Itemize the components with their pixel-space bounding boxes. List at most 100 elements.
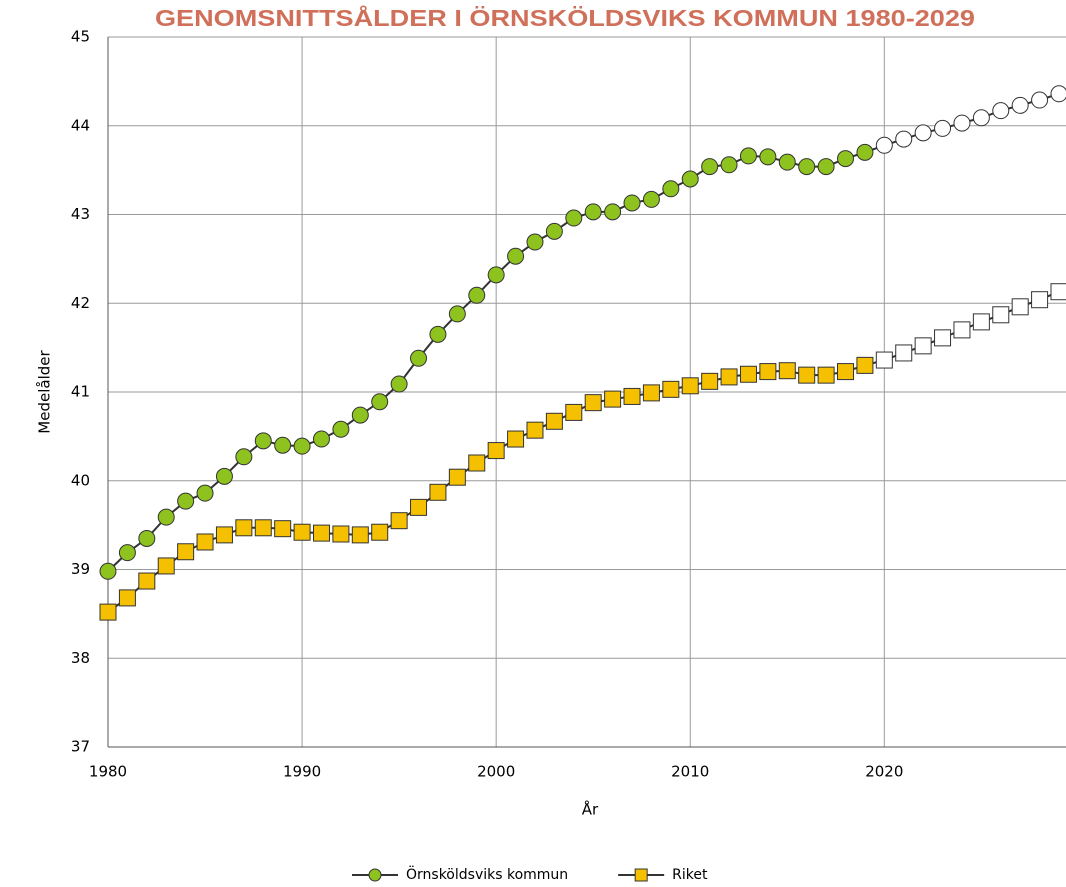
marker bbox=[778, 153, 796, 171]
marker bbox=[817, 366, 835, 384]
marker bbox=[759, 363, 777, 381]
marker bbox=[992, 102, 1010, 120]
marker bbox=[798, 158, 816, 176]
marker bbox=[196, 533, 214, 551]
marker bbox=[701, 372, 719, 390]
marker bbox=[371, 393, 389, 411]
marker bbox=[1031, 91, 1049, 109]
marker bbox=[739, 365, 757, 383]
marker bbox=[895, 130, 913, 148]
y-tick-label: 44 bbox=[71, 116, 90, 134]
marker bbox=[817, 158, 835, 176]
marker bbox=[254, 519, 272, 537]
marker bbox=[254, 432, 272, 450]
marker bbox=[332, 525, 350, 543]
marker bbox=[662, 380, 680, 398]
marker bbox=[778, 362, 796, 380]
marker bbox=[235, 448, 253, 466]
marker bbox=[468, 454, 486, 472]
marker bbox=[934, 119, 952, 137]
marker bbox=[118, 589, 136, 607]
marker bbox=[448, 468, 466, 486]
marker bbox=[1050, 85, 1066, 103]
marker bbox=[332, 420, 350, 438]
marker bbox=[604, 390, 622, 408]
marker bbox=[953, 114, 971, 132]
x-tick-label: 1980 bbox=[89, 763, 127, 781]
chart-title: GENOMSNITTSÅLDER I ÖRNSKÖLDSVIKS KOMMUN … bbox=[155, 4, 975, 31]
marker bbox=[293, 437, 311, 455]
marker bbox=[99, 603, 117, 621]
y-tick-label: 38 bbox=[71, 649, 90, 667]
marker bbox=[371, 523, 389, 541]
marker bbox=[914, 124, 932, 142]
marker bbox=[390, 375, 408, 393]
marker bbox=[604, 203, 622, 221]
marker bbox=[215, 526, 233, 544]
marker bbox=[875, 136, 893, 154]
y-tick-label: 45 bbox=[71, 28, 90, 46]
marker bbox=[1050, 283, 1066, 301]
marker bbox=[487, 442, 505, 460]
marker bbox=[507, 430, 525, 448]
y-tick-label: 41 bbox=[71, 383, 90, 401]
marker bbox=[1031, 291, 1049, 309]
y-tick-label: 39 bbox=[71, 560, 90, 578]
marker bbox=[118, 544, 136, 562]
marker bbox=[177, 543, 195, 561]
marker bbox=[681, 377, 699, 395]
x-tick-label: 1990 bbox=[283, 763, 321, 781]
marker bbox=[953, 321, 971, 339]
marker bbox=[681, 170, 699, 188]
marker bbox=[972, 313, 990, 331]
marker bbox=[429, 483, 447, 501]
marker bbox=[351, 406, 369, 424]
marker bbox=[837, 363, 855, 381]
marker bbox=[157, 508, 175, 526]
marker bbox=[138, 572, 156, 590]
y-tick-label: 43 bbox=[71, 205, 90, 223]
x-tick-label: 2010 bbox=[671, 763, 709, 781]
marker bbox=[739, 147, 757, 165]
marker bbox=[274, 520, 292, 538]
marker bbox=[1011, 298, 1029, 316]
marker bbox=[856, 356, 874, 374]
marker bbox=[507, 247, 525, 265]
marker bbox=[448, 305, 466, 323]
marker bbox=[351, 526, 369, 544]
marker bbox=[545, 222, 563, 240]
marker bbox=[293, 523, 311, 541]
marker bbox=[875, 351, 893, 369]
marker bbox=[895, 344, 913, 362]
marker bbox=[720, 156, 738, 174]
marker bbox=[759, 148, 777, 166]
marker bbox=[138, 529, 156, 547]
marker bbox=[934, 329, 952, 347]
marker bbox=[642, 190, 660, 208]
marker bbox=[642, 384, 660, 402]
y-tick-label: 42 bbox=[71, 294, 90, 312]
marker bbox=[157, 557, 175, 575]
marker bbox=[1011, 96, 1029, 114]
y-axis-label: Medelålder bbox=[36, 349, 54, 433]
y-tick-label: 40 bbox=[71, 471, 90, 489]
marker bbox=[623, 387, 641, 405]
marker bbox=[215, 467, 233, 485]
marker bbox=[992, 306, 1010, 324]
marker bbox=[837, 150, 855, 168]
marker bbox=[662, 180, 680, 198]
legend-label: Örnsköldsviks kommun bbox=[406, 865, 568, 883]
marker bbox=[312, 524, 330, 542]
marker bbox=[584, 203, 602, 221]
marker bbox=[526, 421, 544, 439]
marker bbox=[177, 492, 195, 510]
marker bbox=[584, 394, 602, 412]
x-tick-label: 2020 bbox=[865, 763, 903, 781]
marker bbox=[565, 403, 583, 421]
marker bbox=[410, 349, 428, 367]
legend-label: Riket bbox=[672, 867, 708, 883]
marker bbox=[487, 266, 505, 284]
marker bbox=[856, 143, 874, 161]
marker bbox=[410, 498, 428, 516]
